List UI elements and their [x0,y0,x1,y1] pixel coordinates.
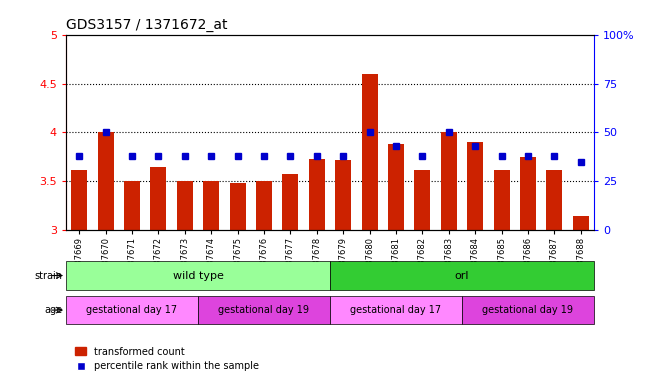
Text: gestational day 19: gestational day 19 [218,305,310,315]
Legend: transformed count, percentile rank within the sample: transformed count, percentile rank withi… [71,343,263,375]
Text: gestational day 17: gestational day 17 [86,305,178,315]
Bar [177,182,193,230]
Bar [573,216,589,230]
Bar [388,144,404,230]
Bar [256,182,272,230]
Bar [309,159,325,230]
Bar [362,74,378,230]
Bar [71,170,87,230]
Bar [124,182,140,230]
Text: strain: strain [35,270,63,281]
Text: orl: orl [455,270,469,281]
Bar [546,170,562,230]
Bar [282,174,298,230]
Bar [203,182,219,230]
Text: GDS3157 / 1371672_at: GDS3157 / 1371672_at [66,18,228,32]
Text: gestational day 19: gestational day 19 [482,305,574,315]
Bar [150,167,166,230]
Text: age: age [45,305,63,315]
Bar [230,184,246,230]
Bar [441,132,457,230]
Text: gestational day 17: gestational day 17 [350,305,442,315]
Bar [335,160,351,230]
Bar [98,132,114,230]
Bar [494,170,510,230]
Bar [414,170,430,230]
Bar [520,157,536,230]
Text: wild type: wild type [172,270,224,281]
Bar [467,142,483,230]
